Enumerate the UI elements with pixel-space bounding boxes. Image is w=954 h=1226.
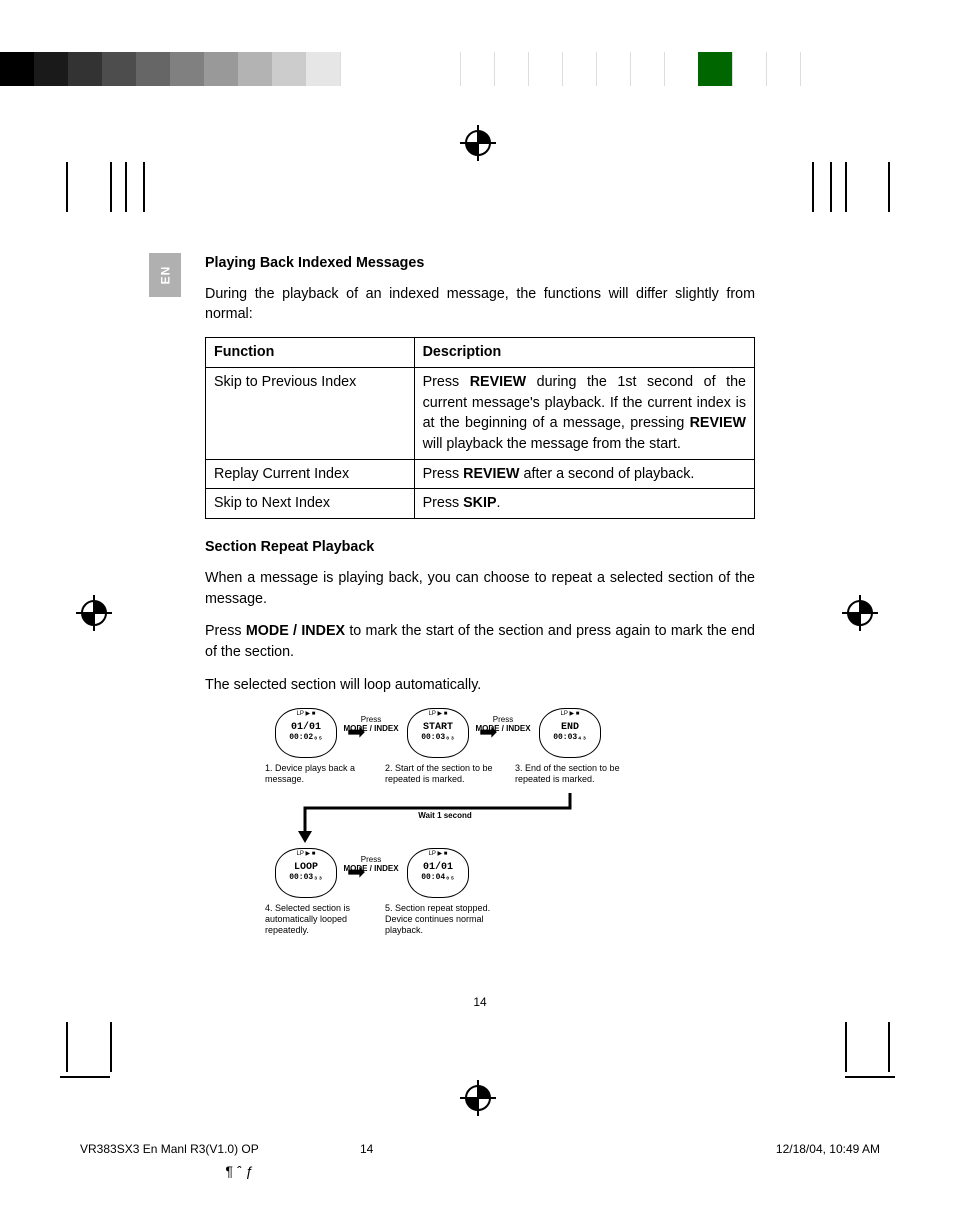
- table-cell-description: Press REVIEW during the 1st second of th…: [414, 367, 754, 459]
- footer-page: 14: [360, 1142, 373, 1156]
- table-row: Skip to Next Index Press SKIP.: [206, 489, 755, 519]
- diagram-caption: 3. End of the section to be repeated is …: [515, 763, 635, 786]
- top-color-strip: [0, 52, 954, 86]
- color-strip-block: [800, 52, 834, 86]
- color-strip-block: [732, 52, 766, 86]
- color-strip-block: [170, 52, 204, 86]
- registration-mark-icon: [460, 1080, 496, 1116]
- diagram-label: PressMODE / INDEX: [341, 715, 401, 733]
- registration-mark-icon: [842, 595, 878, 631]
- color-strip-block: [136, 52, 170, 86]
- color-strip-block: [306, 52, 340, 86]
- crop-mark: [845, 1076, 895, 1078]
- diagram-caption: 2. Start of the section to be repeated i…: [385, 763, 505, 786]
- footer-filename: VR383SX3 En Manl R3(V1.0) OP: [80, 1142, 259, 1156]
- crop-mark: [60, 1076, 110, 1078]
- footer-date: 12/18/04, 10:49 AM: [776, 1142, 880, 1156]
- page-content: Playing Back Indexed Messages During the…: [205, 253, 755, 1011]
- diagram-label: Wait 1 second: [395, 811, 495, 820]
- crop-mark: [125, 162, 127, 212]
- language-tab: EN: [149, 253, 181, 297]
- table-header-description: Description: [414, 338, 754, 368]
- color-strip-block: [698, 52, 732, 86]
- color-strip-block: [664, 52, 698, 86]
- lcd-screen-icon: LP ▶ ■ START00:03₀₃: [407, 708, 469, 758]
- intro-paragraph: During the playback of an indexed messag…: [205, 284, 755, 325]
- registration-mark-icon: [460, 125, 496, 161]
- color-strip-block: [204, 52, 238, 86]
- table-cell-function: Skip to Previous Index: [206, 367, 415, 459]
- diagram-caption: 5. Section repeat stopped. Device contin…: [385, 903, 515, 937]
- color-strip-block: [34, 52, 68, 86]
- language-tab-label: EN: [158, 266, 172, 285]
- lcd-screen-icon: LP ▶ ■ 01/0100:02₀₅: [275, 708, 337, 758]
- footer: VR383SX3 En Manl R3(V1.0) OP 14 12/18/04…: [80, 1142, 880, 1156]
- registration-mark-icon: [76, 595, 112, 631]
- diagram-label: PressMODE / INDEX: [341, 855, 401, 873]
- table-cell-description: Press SKIP.: [414, 489, 754, 519]
- color-strip-block: [528, 52, 562, 86]
- crop-mark: [143, 162, 145, 212]
- functions-table: Function Description Skip to Previous In…: [205, 337, 755, 519]
- crop-mark: [830, 162, 832, 212]
- heading-section-repeat: Section Repeat Playback: [205, 537, 755, 558]
- color-strip-block: [494, 52, 528, 86]
- table-cell-description: Press REVIEW after a second of playback.: [414, 459, 754, 489]
- lcd-screen-icon: LP ▶ ■ 01/0100:04₀₅: [407, 848, 469, 898]
- color-strip-block: [766, 52, 800, 86]
- lcd-screen-icon: LP ▶ ■ LOOP00:03₃₃: [275, 848, 337, 898]
- crop-mark: [110, 1022, 112, 1072]
- footer-symbol: ¶ ˆ ƒ: [225, 1163, 253, 1179]
- table-header-row: Function Description: [206, 338, 755, 368]
- color-strip-block: [68, 52, 102, 86]
- paragraph: The selected section will loop automatic…: [205, 675, 755, 696]
- crop-mark: [812, 162, 814, 212]
- diagram-caption: 4. Selected section is automatically loo…: [265, 903, 380, 937]
- table-header-function: Function: [206, 338, 415, 368]
- page-number: 14: [205, 994, 755, 1011]
- color-strip-block: [562, 52, 596, 86]
- table-cell-function: Replay Current Index: [206, 459, 415, 489]
- color-strip-block: [340, 52, 460, 86]
- color-strip-block: [272, 52, 306, 86]
- diagram-caption: 1. Device plays back a message.: [265, 763, 365, 786]
- paragraph: When a message is playing back, you can …: [205, 568, 755, 609]
- crop-mark: [888, 1022, 890, 1072]
- table-row: Replay Current Index Press REVIEW after …: [206, 459, 755, 489]
- crop-mark: [66, 162, 68, 212]
- table-cell-function: Skip to Next Index: [206, 489, 415, 519]
- crop-mark: [110, 162, 112, 212]
- color-strip-block: [102, 52, 136, 86]
- heading-playing-back: Playing Back Indexed Messages: [205, 253, 755, 274]
- crop-mark: [888, 162, 890, 212]
- table-row: Skip to Previous Index Press REVIEW duri…: [206, 367, 755, 459]
- color-strip-block: [460, 52, 494, 86]
- flow-connector-icon: [265, 793, 605, 853]
- crop-mark: [845, 1022, 847, 1072]
- lcd-screen-icon: LP ▶ ■ END00:03₄₃: [539, 708, 601, 758]
- section-repeat-diagram: LP ▶ ■ 01/0100:02₀₅ ➡ PressMODE / INDEX …: [265, 708, 695, 988]
- diagram-label: PressMODE / INDEX: [473, 715, 533, 733]
- color-strip-block: [238, 52, 272, 86]
- paragraph: Press MODE / INDEX to mark the start of …: [205, 621, 755, 662]
- crop-mark: [845, 162, 847, 212]
- color-strip-block: [630, 52, 664, 86]
- color-strip-block: [0, 52, 34, 86]
- color-strip-block: [596, 52, 630, 86]
- crop-mark: [66, 1022, 68, 1072]
